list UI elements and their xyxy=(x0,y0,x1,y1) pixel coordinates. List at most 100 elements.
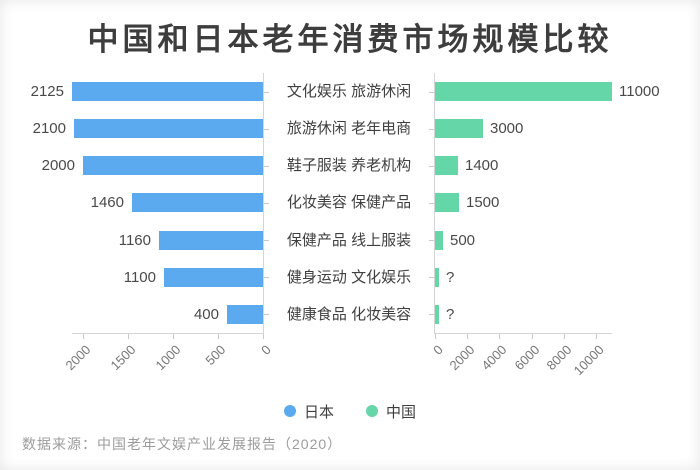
axis-tick-label: 10000 xyxy=(570,342,607,379)
bar-value-label: 1460 xyxy=(90,194,124,212)
legend-item-japan: 日本 xyxy=(283,401,334,422)
bar-row: 500 xyxy=(435,222,612,259)
china-value-axis-line xyxy=(434,333,612,334)
bar-value-label: 1100 xyxy=(123,268,156,286)
category-label: 鞋子服装 养老机构 xyxy=(286,157,412,175)
axis-tick-label: 1000 xyxy=(152,342,184,374)
category-label: 文化娱乐 旅游休闲 xyxy=(286,83,412,100)
category-label: 化妆美容 保健产品 xyxy=(286,194,412,212)
category-tick-mark-left xyxy=(264,165,269,167)
japan-bar-plot: 2125 2100 2000 1460 1160 1100 400 xyxy=(31,73,263,333)
category-tick-mark-left xyxy=(264,128,269,130)
axis-tick-mark xyxy=(435,334,436,339)
bar-中国-1 xyxy=(435,119,483,139)
china-bar-plot: 11000 3000 1400 1500 500?? xyxy=(435,73,660,333)
axis-tick-label: 1500 xyxy=(107,342,139,374)
category-label: 健康食品 化妆美容 xyxy=(286,305,412,323)
chart-title: 中国和日本老年消费市场规模比较 xyxy=(87,22,613,57)
bar-日本-4 xyxy=(159,230,263,250)
category-tick-mark-left xyxy=(264,203,269,204)
bar-value-label: 400 xyxy=(193,305,219,323)
axis-tick-label: 4000 xyxy=(478,342,510,374)
bar-row: 3000 xyxy=(435,110,612,147)
bar-row: 400 xyxy=(72,296,263,333)
china-axis-ticks: 0 2000 4000 6000 8000 10000 xyxy=(430,333,612,383)
axis-tick-mark xyxy=(499,334,501,339)
axis-tick-label: 6000 xyxy=(511,342,543,374)
japan-category-axis-line xyxy=(263,73,264,334)
bar-value-label: 1160 xyxy=(118,231,151,249)
bar-row: ? xyxy=(435,296,612,333)
bar-row: 1460 xyxy=(72,184,263,221)
bar-row: ? xyxy=(435,259,612,296)
category-label: 健身运动 文化娱乐 xyxy=(286,268,412,286)
category-tick-mark-right xyxy=(429,277,434,279)
bar-row: 2125 xyxy=(31,73,263,110)
category-label: 旅游休闲 老年电商 xyxy=(286,120,412,138)
axis-tick-mark xyxy=(563,334,565,339)
bar-value-label: ? xyxy=(446,305,455,323)
legend-dot-china-icon xyxy=(366,405,378,417)
bar-value-label: 3000 xyxy=(490,120,524,138)
bar-中国-4 xyxy=(435,230,443,250)
axis-tick-mark xyxy=(595,334,597,339)
bar-value-label: 2100 xyxy=(32,120,66,138)
legend: 日本 中国 xyxy=(0,400,700,422)
legend-label-japan: 日本 xyxy=(303,403,334,421)
axis-tick-mark xyxy=(531,334,533,339)
legend-item-china: 中国 xyxy=(366,401,416,422)
bar-value-label: ? xyxy=(446,268,455,286)
bar-value-label: 1500 xyxy=(466,194,500,212)
bar-中国-0 xyxy=(435,82,612,101)
bar-value-label: 2000 xyxy=(41,157,75,175)
japan-axis-ticks: 2000 1500 1000 500 0 xyxy=(63,333,274,383)
bar-中国-5 xyxy=(435,267,439,287)
bar-中国-6 xyxy=(435,304,439,324)
category-tick-mark-right xyxy=(429,203,434,204)
category-column: 文化娱乐 旅游休闲 旅游休闲 老年电商 鞋子服装 养老机构 化妆美容 保健产品 保健产品… xyxy=(264,73,434,333)
axis-tick-label: 500 xyxy=(202,342,229,368)
bar-row: 1500 xyxy=(435,184,612,221)
bar-row: 1100 xyxy=(72,259,263,296)
axis-tick-label: 2000 xyxy=(446,342,478,374)
axis-tick-label: 8000 xyxy=(543,342,575,374)
category-tick-mark-right xyxy=(429,240,434,242)
bar-value-label: 1400 xyxy=(465,157,499,175)
bar-中国-3 xyxy=(435,193,459,213)
bar-row: 1400 xyxy=(435,147,612,184)
category-tick-mark-left xyxy=(264,277,269,279)
category-tick-mark-right xyxy=(429,165,434,167)
bar-row: 11000 xyxy=(435,73,660,110)
category-tick-mark-left xyxy=(264,240,269,242)
axis-tick-mark xyxy=(467,334,469,339)
source-note: 数据来源：中国老年文娱产业发展报告（2020） xyxy=(22,436,343,452)
bar-日本-3 xyxy=(132,193,263,213)
bar-日本-1 xyxy=(74,119,263,139)
bar-日本-5 xyxy=(164,267,263,287)
axis-tick-label: 2000 xyxy=(62,342,94,374)
category-tick-mark-left xyxy=(264,314,269,316)
legend-label-china: 中国 xyxy=(386,403,417,421)
bar-日本-6 xyxy=(227,304,263,324)
axis-tick-mark xyxy=(263,334,264,339)
axis-tick-mark xyxy=(83,334,85,339)
bar-row: 1160 xyxy=(72,222,263,259)
category-tick-mark-right xyxy=(429,314,434,316)
japan-value-axis-line xyxy=(72,333,264,334)
bar-日本-0 xyxy=(72,82,263,101)
axis-tick-mark xyxy=(128,334,130,339)
category-tick-mark-right xyxy=(429,91,434,93)
axis-tick-label: 0 xyxy=(257,342,274,358)
bar-中国-2 xyxy=(435,156,458,176)
china-category-axis-line xyxy=(434,73,435,334)
axis-tick-mark xyxy=(173,334,175,339)
axis-tick-mark xyxy=(218,334,220,339)
bar-row: 2100 xyxy=(33,110,263,147)
bar-value-label: 2125 xyxy=(30,83,64,100)
category-tick-mark-right xyxy=(429,128,434,130)
bar-日本-2 xyxy=(83,156,263,176)
bar-row: 2000 xyxy=(42,147,263,184)
legend-dot-japan-icon xyxy=(283,405,296,417)
category-label: 保健产品 线上服装 xyxy=(286,231,412,249)
